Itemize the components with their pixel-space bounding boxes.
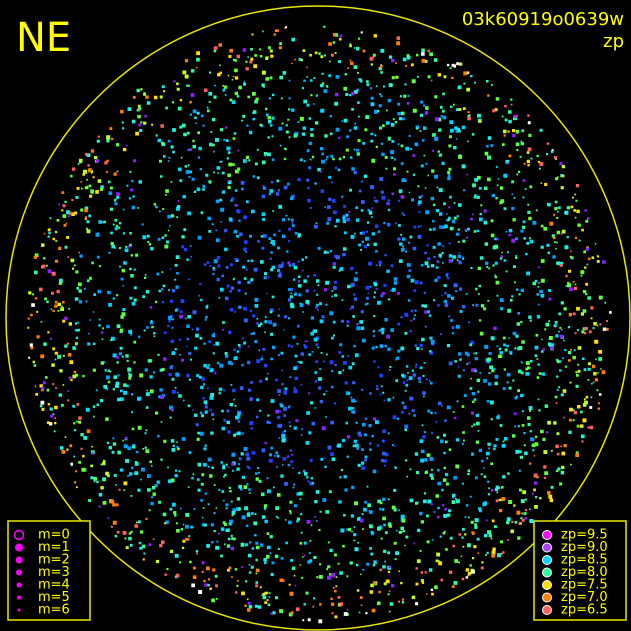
magnitude-label: m=2 [38, 553, 70, 568]
magnitude-label: m=6 [38, 603, 70, 618]
zp-marker [542, 592, 552, 603]
magnitude-marker [15, 556, 23, 564]
star-dots [74, 74, 565, 566]
zp-label: zp=8.0 [561, 565, 608, 580]
zp-marker [542, 530, 552, 540]
magnitude-label: m=3 [38, 565, 70, 580]
legends: m=0m=1m=2m=3m=4m=5m=6zp=9.5zp=9.0zp=8.5z… [13, 528, 608, 618]
zp-marker [542, 567, 552, 578]
magnitude-label: m=0 [38, 528, 70, 543]
magnitude-label: m=4 [38, 578, 70, 593]
star-field [27, 25, 612, 624]
zp-marker [542, 580, 552, 590]
zp-label: zp=8.5 [561, 553, 608, 568]
zp-marker [542, 605, 552, 615]
zp-label: zp=9.5 [561, 528, 608, 543]
zp-marker [542, 555, 552, 565]
zp-label: zp=6.5 [561, 603, 608, 618]
zp-marker [542, 542, 552, 553]
magnitude-marker [17, 608, 21, 612]
frame-id: 03k60919o0639w [462, 9, 624, 30]
magnitude-marker [16, 569, 22, 576]
direction-label: NE [16, 15, 71, 61]
quantity-label: zp [603, 31, 624, 52]
zp-label: zp=9.0 [561, 540, 608, 555]
magnitude-legend-box [7, 520, 91, 621]
zp-label: zp=7.0 [561, 590, 608, 605]
magnitude-marker [16, 582, 22, 588]
star-dots [40, 37, 607, 615]
magnitude-marker [13, 529, 25, 541]
zp-label: zp=7.5 [561, 578, 608, 593]
horizon-circle [5, 5, 631, 631]
magnitude-marker [15, 543, 23, 552]
magnitude-label: m=1 [38, 540, 70, 555]
magnitude-marker [17, 595, 21, 600]
magnitude-label: m=5 [38, 590, 70, 605]
